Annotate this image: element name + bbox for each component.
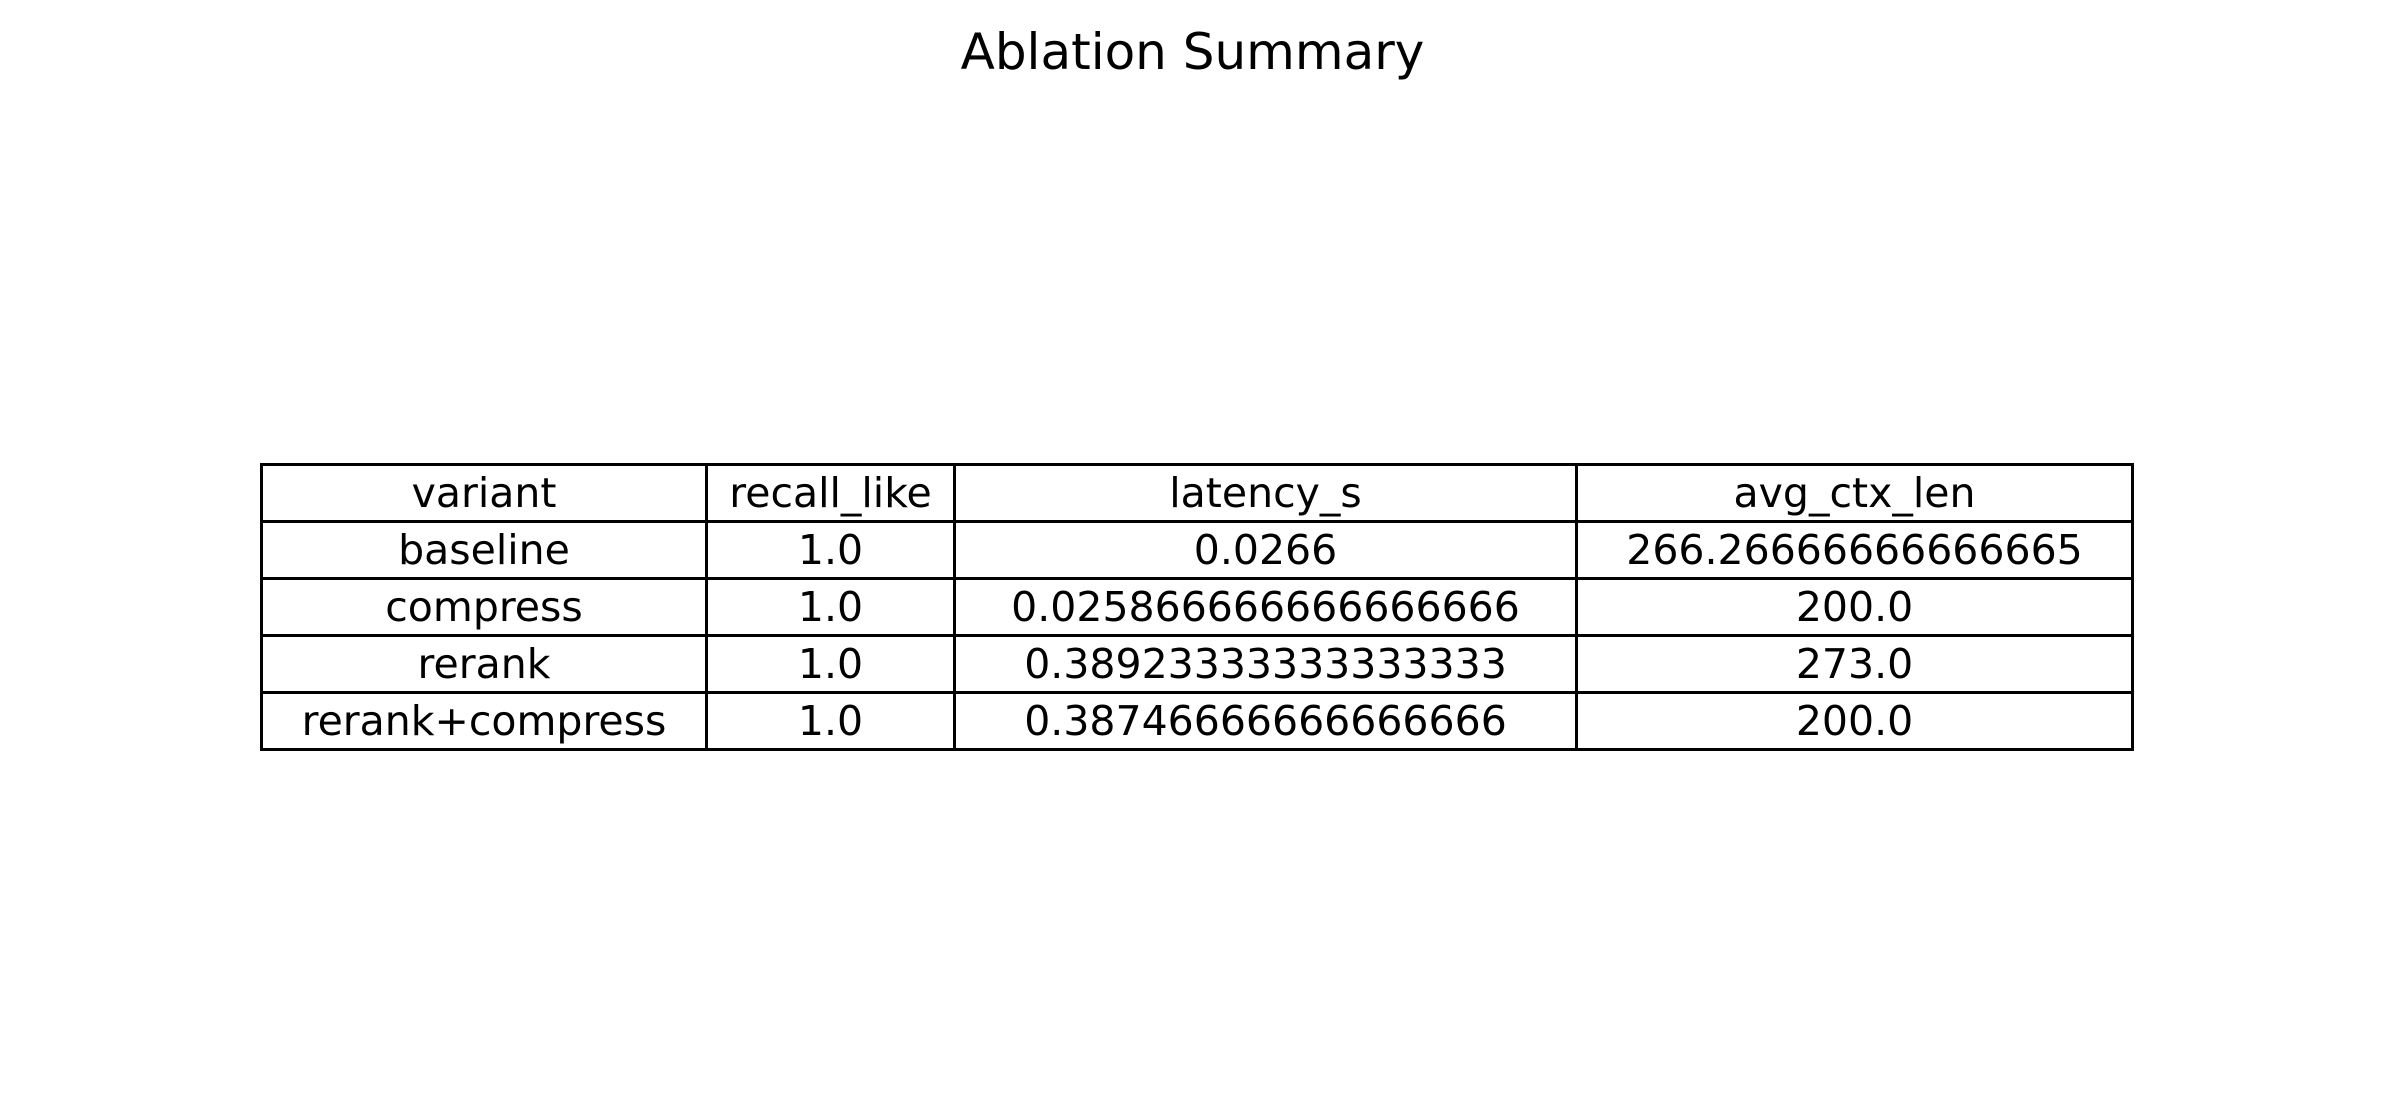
chart-title: Ablation Summary — [960, 23, 1425, 81]
table-row: compress 1.0 0.025866666666666666 200.0 — [260, 577, 2134, 637]
table-row: rerank+compress 1.0 0.38746666666666666 … — [260, 691, 2134, 751]
cell-avg-ctx-len: 200.0 — [1575, 577, 2134, 637]
column-header-avg-ctx-len: avg_ctx_len — [1575, 463, 2134, 523]
column-header-latency-s: latency_s — [953, 463, 1578, 523]
cell-latency-s: 0.025866666666666666 — [953, 577, 1578, 637]
cell-latency-s: 0.0266 — [953, 520, 1578, 580]
ablation-table: variant recall_like latency_s avg_ctx_le… — [260, 463, 2134, 751]
cell-recall-like: 1.0 — [705, 577, 956, 637]
cell-variant: rerank — [260, 634, 708, 694]
table-row: rerank 1.0 0.38923333333333333 273.0 — [260, 634, 2134, 694]
cell-recall-like: 1.0 — [705, 634, 956, 694]
cell-recall-like: 1.0 — [705, 520, 956, 580]
cell-variant: baseline — [260, 520, 708, 580]
table-row: baseline 1.0 0.0266 266.26666666666665 — [260, 520, 2134, 580]
cell-avg-ctx-len: 200.0 — [1575, 691, 2134, 751]
cell-latency-s: 0.38746666666666666 — [953, 691, 1578, 751]
cell-avg-ctx-len: 273.0 — [1575, 634, 2134, 694]
table-header-row: variant recall_like latency_s avg_ctx_le… — [260, 463, 2134, 523]
column-header-recall-like: recall_like — [705, 463, 956, 523]
cell-variant: compress — [260, 577, 708, 637]
column-header-variant: variant — [260, 463, 708, 523]
ablation-table-wrapper: variant recall_like latency_s avg_ctx_le… — [260, 463, 2134, 751]
cell-latency-s: 0.38923333333333333 — [953, 634, 1578, 694]
cell-recall-like: 1.0 — [705, 691, 956, 751]
cell-avg-ctx-len: 266.26666666666665 — [1575, 520, 2134, 580]
cell-variant: rerank+compress — [260, 691, 708, 751]
